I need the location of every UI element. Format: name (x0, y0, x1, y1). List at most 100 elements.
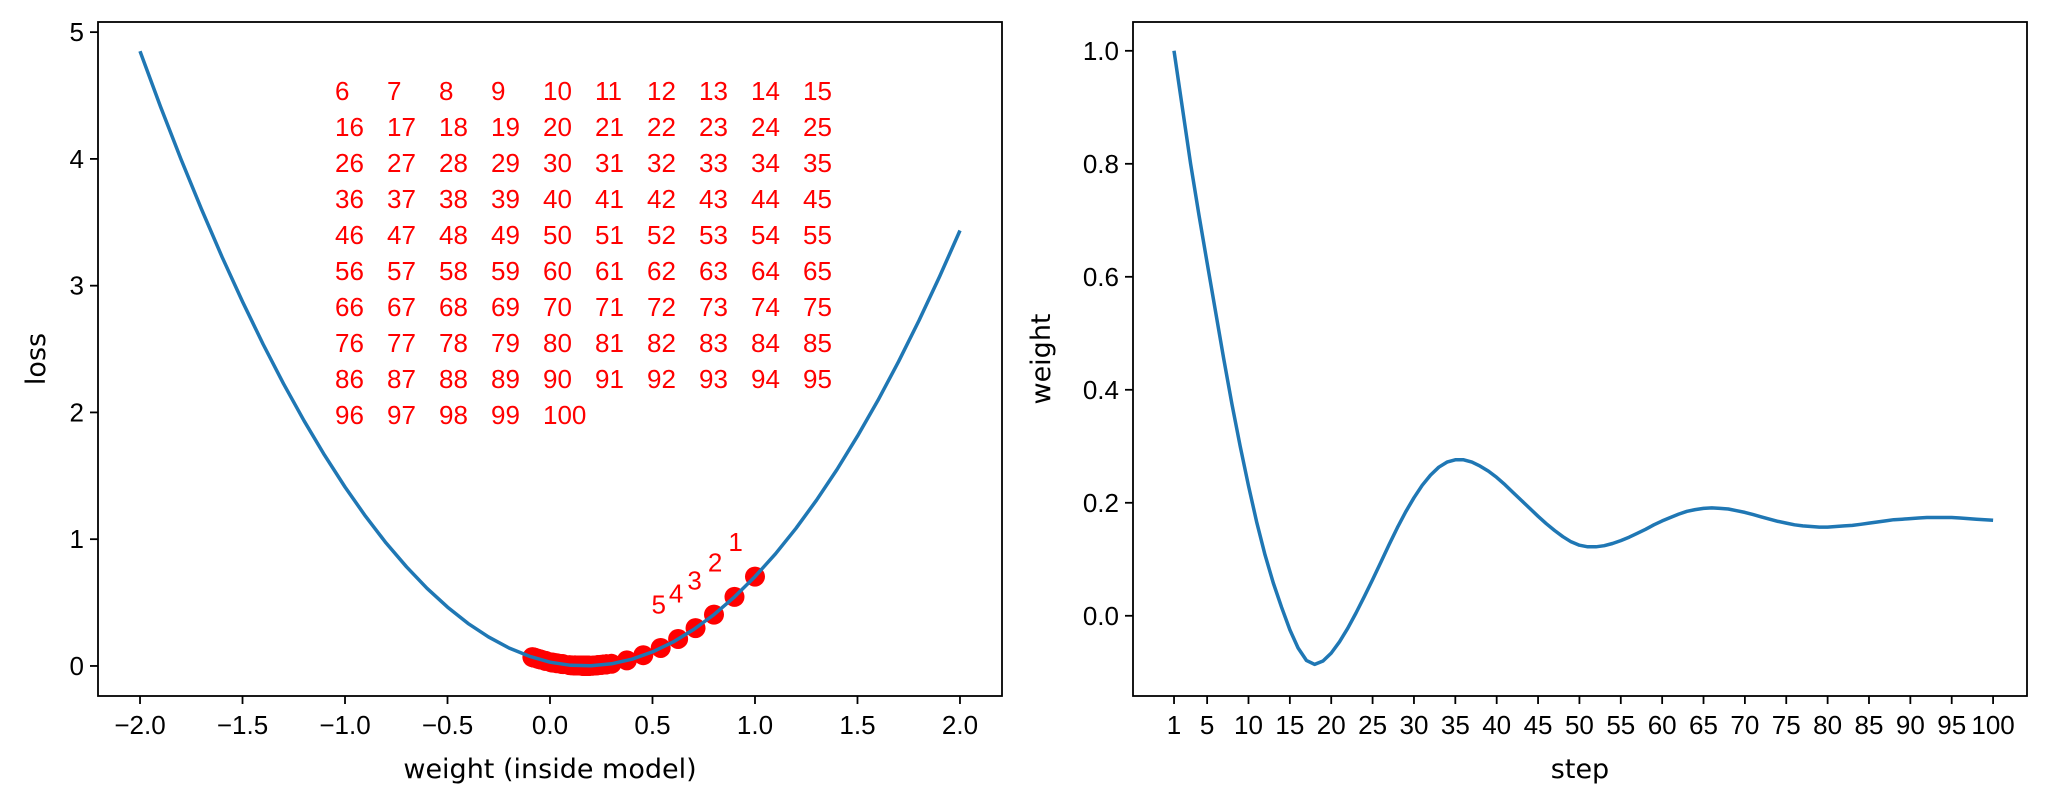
weight-curve (1172, 50, 1994, 667)
left-x-tick-label: 0.5 (634, 710, 670, 740)
step-annotation: 60 (543, 256, 572, 286)
step-annotation: 57 (387, 256, 416, 286)
right-y-tick-label: 0.0 (1083, 601, 1119, 631)
step-annotation: 36 (335, 184, 364, 214)
step-annotation: 43 (699, 184, 728, 214)
step-annotation: 56 (335, 256, 364, 286)
step-annotation: 51 (595, 220, 624, 250)
step-annotation: 99 (491, 400, 520, 430)
left-y-tick-label: 4 (70, 144, 84, 174)
left-x-tick-label: 1.0 (737, 710, 773, 740)
step-annotation: 83 (699, 328, 728, 358)
step-annotation: 11 (595, 76, 622, 106)
step-annotation: 47 (387, 220, 416, 250)
left-y-tick-label: 2 (70, 397, 84, 427)
step-annotation: 80 (543, 328, 572, 358)
step-annotation: 52 (647, 220, 676, 250)
right-x-tick-label: 75 (1772, 710, 1801, 740)
step-annotation: 53 (699, 220, 728, 250)
left-x-tick-label: −2.0 (114, 710, 165, 740)
step-annotation: 96 (335, 400, 364, 430)
left-axes-frame (97, 21, 1003, 697)
step-annotation: 69 (491, 292, 520, 322)
left-x-axis-label: weight (inside model) (403, 754, 696, 785)
step-annotation: 63 (699, 256, 728, 286)
step-annotation: 66 (335, 292, 364, 322)
step-annotation: 42 (647, 184, 676, 214)
step-annotation: 48 (439, 220, 468, 250)
step-annotation: 38 (439, 184, 468, 214)
step-annotation: 2 (708, 548, 722, 578)
step-annotation: 59 (491, 256, 520, 286)
step-annotation: 1 (728, 527, 742, 557)
right-y-axis-label: weight (1026, 313, 1057, 404)
step-annotation: 58 (439, 256, 468, 286)
right-axes-frame (1132, 21, 2028, 697)
step-annotation: 13 (699, 76, 728, 106)
right-x-tick-label: 10 (1234, 710, 1263, 740)
step-annotation: 84 (751, 328, 780, 358)
step-annotation: 79 (491, 328, 520, 358)
step-annotation: 54 (751, 220, 780, 250)
step-annotation: 39 (491, 184, 520, 214)
loss-curve (138, 50, 962, 668)
step-annotation: 29 (491, 148, 520, 178)
left-y-tick-label: 5 (70, 17, 84, 47)
left-x-tick-label: 1.5 (839, 710, 875, 740)
step-annotation: 35 (803, 148, 832, 178)
right-y-tick-label: 0.6 (1083, 262, 1119, 292)
step-annotation: 97 (387, 400, 416, 430)
step-annotation: 27 (387, 148, 416, 178)
step-annotation: 26 (335, 148, 364, 178)
right-x-tick-label: 80 (1813, 710, 1842, 740)
step-annotation: 49 (491, 220, 520, 250)
step-annotation: 6 (335, 76, 349, 106)
left-x-tick-label: −0.5 (422, 710, 473, 740)
left-y-tick-label: 3 (70, 271, 84, 301)
step-annotation: 55 (803, 220, 832, 250)
right-x-tick-label: 65 (1689, 710, 1718, 740)
step-annotation: 62 (647, 256, 676, 286)
step-annotation: 22 (647, 112, 676, 142)
step-annotation: 81 (595, 328, 624, 358)
right-x-tick-label: 40 (1482, 710, 1511, 740)
step-annotation: 50 (543, 220, 572, 250)
step-annotation: 89 (491, 364, 520, 394)
step-annotation: 41 (595, 184, 624, 214)
step-annotation: 78 (439, 328, 468, 358)
step-annotation: 34 (751, 148, 780, 178)
right-x-tick-label: 1 (1167, 710, 1181, 740)
step-annotation: 28 (439, 148, 468, 178)
step-annotation: 100 (543, 400, 586, 430)
step-annotation: 8 (439, 76, 453, 106)
right-x-tick-label: 25 (1358, 710, 1387, 740)
step-annotation: 76 (335, 328, 364, 358)
right-x-tick-label: 85 (1855, 710, 1884, 740)
step-annotation: 7 (387, 76, 401, 106)
step-annotation: 5 (651, 590, 665, 620)
step-annotation: 92 (647, 364, 676, 394)
right-x-tick-label: 45 (1524, 710, 1553, 740)
step-annotation: 91 (595, 364, 624, 394)
right-x-axis-label: step (1551, 754, 1609, 785)
right-x-tick-label: 15 (1275, 710, 1304, 740)
right-y-tick-label: 0.4 (1083, 375, 1119, 405)
step-annotation: 10 (543, 76, 572, 106)
left-x-tick-label: 0.0 (532, 710, 568, 740)
step-annotation: 64 (751, 256, 780, 286)
step-annotation: 32 (647, 148, 676, 178)
loss-vs-weight-axes: −2.0 −1.5 −1.0 −0.5 0.0 0.5 1.0 1.5 2.0012345123… (70, 17, 1003, 740)
right-x-tick-label: 20 (1317, 710, 1346, 740)
step-annotation: 12 (647, 76, 676, 106)
step-annotation: 77 (387, 328, 416, 358)
step-annotation: 74 (751, 292, 780, 322)
right-x-tick-label: 95 (1937, 710, 1966, 740)
step-annotation: 30 (543, 148, 572, 178)
right-x-tick-label: 5 (1200, 710, 1214, 740)
left-x-tick-label: −1.5 (217, 710, 268, 740)
step-annotation: 15 (803, 76, 832, 106)
step-annotation: 18 (439, 112, 468, 142)
step-annotation: 73 (699, 292, 728, 322)
